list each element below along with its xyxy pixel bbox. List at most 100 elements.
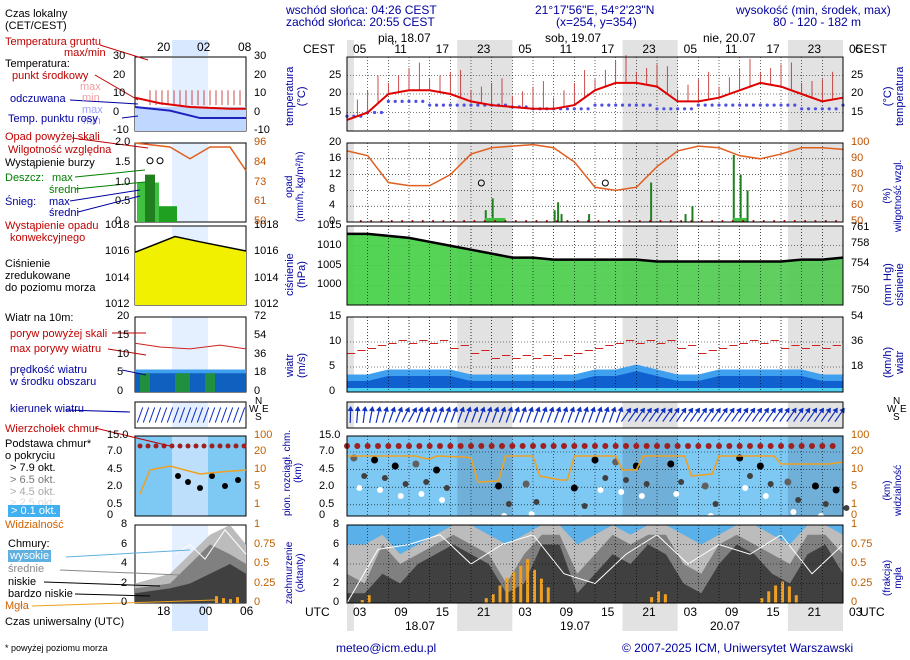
wind-arrow [478,406,486,423]
wind-arrow [627,407,639,422]
top-hour-label: 05 [849,42,863,56]
legend-cloud-top [193,443,199,449]
cloud-base-dot [767,481,774,487]
legend-precip-tick: 2.0 [115,136,131,148]
clouds-left-label: pion. rozciągł. chm. (km) [282,429,304,516]
cloud-top-dot [643,443,650,449]
wind-arrow [388,406,396,423]
temp-tick-right: 25 [851,68,864,81]
legend-snow-mid: średni [49,207,79,219]
cloud-top-dot [819,443,826,449]
legend-humidity-tick: 61 [254,195,267,208]
legend-pressure-tick: 1018 [105,219,130,231]
compass-letter: N [255,396,262,407]
precip-tick-left: 4 [329,199,336,212]
perceived-point [682,107,687,111]
fog-tick-right: 1 [851,518,858,530]
cloud-base-dot [439,497,446,503]
perceived-point [696,103,700,107]
legend-cloud-base [197,485,203,491]
fog-tick-right: 0.75 [851,537,873,550]
cloud-base-dot [397,493,404,499]
fog-bar [657,591,660,603]
night-shade [622,402,678,428]
perceived-point [600,103,604,107]
legend-pressure-1: Ciśnienie [5,258,51,270]
wind-arrow [581,406,589,423]
legend-cloud-tick: 2.0 [107,480,123,493]
rain-bar [650,182,653,222]
legend-cl-high: wysokie [8,550,52,562]
cloud-base-dot [638,493,645,499]
cloud-tick-left: 7.0 [319,445,335,457]
legend-dew-point: Temp. punktu rosy [8,113,98,125]
precip-left-label: opad (mm/h, kg/m²/h) [284,151,306,222]
day-label-3: nie, 20.07 [703,31,756,45]
legend-temp-tick: 10 [113,87,126,99]
perceived-point [648,103,652,107]
wind-arrow [615,406,624,423]
perceived-point [710,103,714,107]
legend-wind-green [175,373,190,392]
cloud-base-dot [838,517,845,523]
perceived-point [372,110,377,115]
compass-letter: S [893,412,900,423]
legend-temp-tick-right: 10 [254,87,267,99]
perceived-point [421,99,425,103]
legend-ground-temp: Temperatura gruntu [5,36,101,48]
legend-cloud-top [177,443,183,449]
cloud-top-dot [540,443,547,449]
rain-bar [732,154,735,222]
legend-cl-mid: średnie [8,563,45,575]
rain-bar [739,174,742,222]
fog-bar [787,586,791,603]
legend-precip-above: Opad powyżej skali [5,131,100,143]
top-hour-label: 23 [477,42,491,56]
legend-storm [146,157,154,165]
cloud-base-dot [371,456,379,464]
cloud-top-dot [354,443,361,449]
legend-cloud-top [137,443,143,449]
fog-bar [774,585,778,603]
legend-hour-18: 18 [157,604,171,618]
perceived-point [641,103,645,107]
precip-tick-left: 12 [329,167,342,180]
top-hour-label: 17 [601,42,615,56]
legend-cloud-top [241,443,247,449]
perceived-point [579,107,583,111]
day-label-1: pią, 18.07 [378,31,431,45]
night-shade-bottom [622,603,678,631]
compass-letter: E [900,404,907,415]
legend-night [172,402,208,428]
legend-perc-max: max [82,104,103,116]
humidity-tick-right: 60 [851,199,864,212]
cloud-base-dot [412,460,420,468]
legend-wind-arrow [154,407,162,423]
cloud-top-dot [829,443,836,449]
legend-cloud-top: Wierzchołek chmur [5,423,99,435]
top-hour-label: 05 [518,42,532,56]
perceived-point [586,107,590,111]
top-hour-label: 11 [559,42,573,56]
wind-arrow [553,406,562,423]
bottom-hour-label: 21 [642,605,656,619]
cloud-top-dot [716,443,722,449]
temp-tick-left: 25 [329,68,342,81]
wind-frame [346,316,844,393]
bottom-hour-label: 03 [353,605,367,619]
wind-arrow [395,406,403,423]
legend-temp-tick-right: 20 [254,68,267,81]
perceived-point [407,99,411,103]
cloud-tick-left: 4.5 [319,462,335,475]
fog-bar [767,591,771,603]
legend-wind-tick: 5 [117,366,124,379]
cloud-top-dot [530,443,536,449]
cloud-base-dot [597,487,604,493]
footer-email[interactable]: meteo@icm.edu.pl [336,641,437,655]
perceived-point [751,103,756,107]
cloud-base-dot [795,497,802,503]
legend-precip-tick: 1.5 [115,155,131,168]
cloud-base-dot [381,475,388,481]
legend-night-bottom [172,603,208,631]
wind-arrow [422,406,431,423]
